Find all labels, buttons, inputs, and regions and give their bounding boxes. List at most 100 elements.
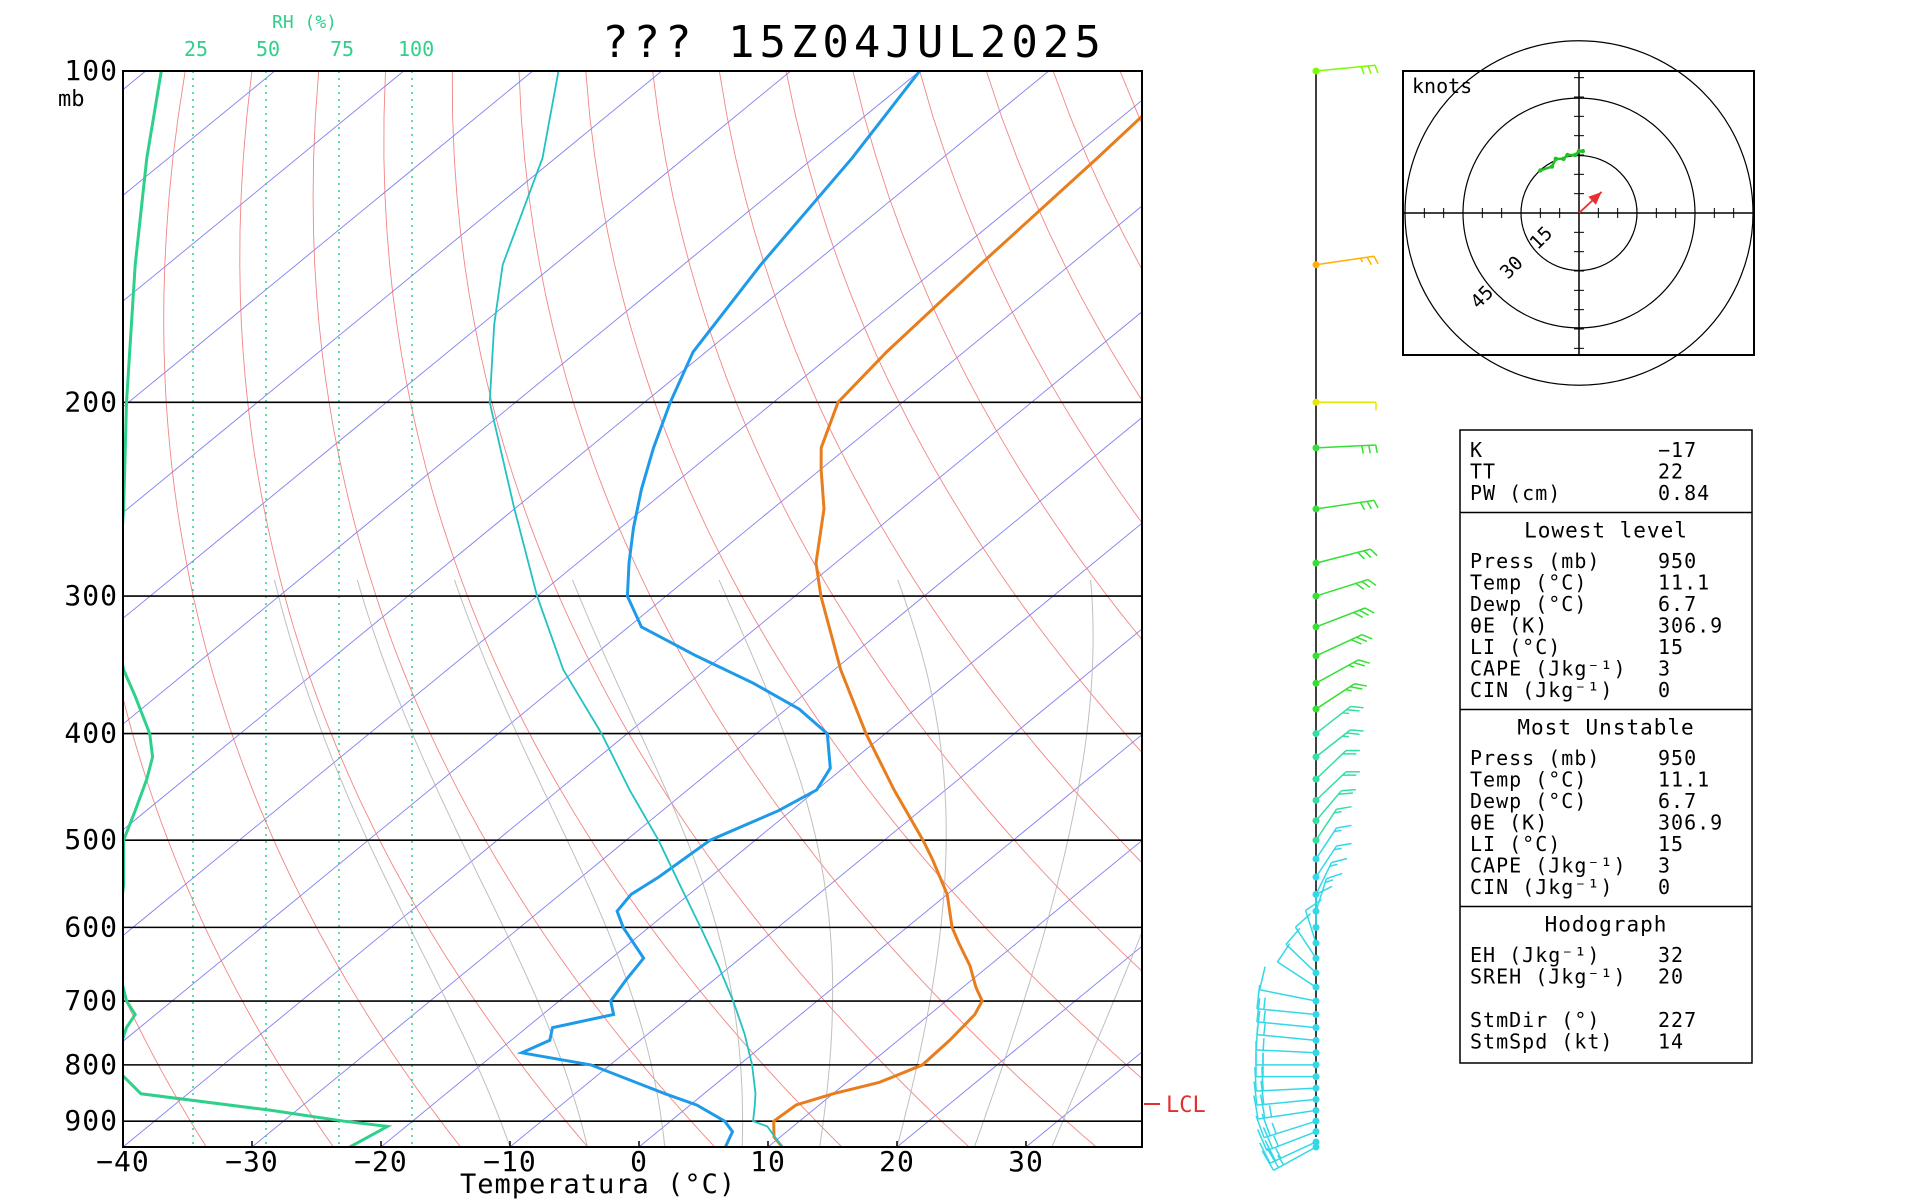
x-axis-title: Temperatura (°C) bbox=[460, 1169, 736, 1200]
barb-dot bbox=[1313, 1049, 1320, 1056]
dry-adiabat bbox=[164, 71, 461, 1147]
barb-dot bbox=[1313, 1118, 1320, 1125]
pressure-unit: mb bbox=[58, 87, 85, 112]
table-row-label: StmDir (°) bbox=[1470, 1008, 1600, 1032]
temperature-tick-label: −20 bbox=[354, 1145, 408, 1178]
barb-flag bbox=[1374, 500, 1378, 507]
barb-flag bbox=[1362, 446, 1363, 454]
barb-dot bbox=[1313, 399, 1320, 406]
barb-dot bbox=[1313, 706, 1320, 713]
table-row-label: TT bbox=[1470, 460, 1496, 484]
barb-shaft bbox=[1277, 962, 1316, 987]
pressure-tick-label: 500 bbox=[64, 823, 118, 856]
wind-barb bbox=[1313, 580, 1376, 600]
barb-flag bbox=[1367, 257, 1371, 264]
table-row-value: 306.9 bbox=[1658, 614, 1723, 638]
barb-dot bbox=[1313, 817, 1320, 824]
rh-tick-50: 50 bbox=[256, 37, 280, 61]
temperature-tick-label: 20 bbox=[879, 1145, 915, 1178]
barb-dot bbox=[1313, 753, 1320, 760]
table-row-label: StmSpd (kt) bbox=[1470, 1030, 1613, 1054]
barb-half-flag bbox=[1346, 690, 1352, 691]
wind-barb bbox=[1313, 684, 1367, 713]
isotherm bbox=[0, 71, 1178, 1147]
table-row-label: θE (K) bbox=[1470, 811, 1548, 835]
temperature-tick-label: −40 bbox=[96, 1145, 150, 1178]
barb-dot bbox=[1313, 730, 1320, 737]
table-section-header: Hodograph bbox=[1545, 913, 1668, 937]
barb-dot bbox=[1313, 1011, 1320, 1018]
table-row-label: EH (Jkg⁻¹) bbox=[1470, 943, 1600, 967]
wind-barb bbox=[1313, 660, 1370, 687]
table-row-value: 11.1 bbox=[1658, 571, 1710, 595]
barb-dot bbox=[1313, 1073, 1320, 1080]
barb-dot bbox=[1313, 924, 1320, 931]
barb-flag bbox=[1356, 583, 1364, 589]
pressure-tick-label: 100 bbox=[64, 54, 118, 87]
moist-adiabat bbox=[275, 580, 511, 1147]
barb-dot bbox=[1313, 623, 1320, 630]
table-row-value: 950 bbox=[1658, 549, 1697, 573]
table-section-header: Most Unstable bbox=[1517, 716, 1694, 740]
wind-barb bbox=[1256, 1053, 1320, 1081]
barb-dot bbox=[1313, 984, 1320, 991]
table-row-value: 227 bbox=[1658, 1008, 1697, 1032]
barb-dot bbox=[1313, 1061, 1320, 1068]
table-section-header: Lowest level bbox=[1524, 519, 1688, 543]
wind-barb bbox=[1313, 608, 1375, 630]
barb-shaft bbox=[1257, 1035, 1316, 1041]
barb-half-flag bbox=[1342, 736, 1349, 737]
barb-shaft bbox=[1256, 1088, 1316, 1091]
barb-flag bbox=[1367, 501, 1371, 508]
barb-flag bbox=[1338, 793, 1353, 794]
barb-half-flag bbox=[1269, 1105, 1271, 1117]
barb-dot bbox=[1313, 797, 1320, 804]
barb-shaft bbox=[1316, 660, 1358, 683]
pressure-tick-label: 300 bbox=[64, 579, 118, 612]
barb-flag bbox=[1376, 445, 1377, 453]
wind-barb bbox=[1286, 928, 1320, 976]
wind-barb bbox=[1262, 1144, 1319, 1171]
table-row-label: Dewp (°C) bbox=[1470, 592, 1587, 616]
table-row-value: 14 bbox=[1658, 1030, 1684, 1054]
wind-barb bbox=[1257, 985, 1320, 1018]
barb-flag bbox=[1358, 552, 1365, 559]
barb-dot bbox=[1313, 969, 1320, 976]
wind-barb bbox=[1256, 1041, 1320, 1069]
table-row-value: 15 bbox=[1658, 635, 1684, 659]
barb-shaft bbox=[1258, 1110, 1316, 1119]
barb-shaft bbox=[1316, 707, 1350, 734]
wind-barb bbox=[1313, 807, 1352, 844]
dry-adiabat bbox=[519, 71, 1096, 1147]
barb-dot bbox=[1313, 1037, 1320, 1044]
barb-flag bbox=[1355, 684, 1367, 686]
hodograph-title: knots bbox=[1412, 74, 1472, 98]
barb-shaft bbox=[1286, 944, 1316, 973]
barb-flag bbox=[1368, 66, 1371, 74]
barb-shaft bbox=[1316, 445, 1376, 448]
barb-dot bbox=[1313, 1085, 1320, 1092]
barb-dot bbox=[1313, 261, 1320, 268]
dewpoint-line bbox=[522, 71, 920, 1147]
barb-shaft bbox=[1316, 256, 1374, 265]
wind-barb bbox=[1277, 944, 1319, 991]
table-row-label: Dewp (°C) bbox=[1470, 789, 1587, 813]
table-row-value: 950 bbox=[1658, 746, 1697, 770]
barb-flag bbox=[1354, 612, 1363, 617]
table-row-label: Temp (°C) bbox=[1470, 768, 1587, 792]
barb-flag bbox=[1358, 660, 1369, 663]
barb-flag bbox=[1362, 582, 1370, 588]
wind-barb bbox=[1313, 500, 1379, 512]
barb-shaft bbox=[1316, 684, 1355, 709]
moist-adiabat bbox=[897, 580, 946, 1147]
barb-flag bbox=[1370, 549, 1377, 556]
dry-adiabat bbox=[240, 71, 588, 1147]
isotherm bbox=[0, 71, 1049, 1147]
isotherm bbox=[0, 71, 404, 1147]
barb-flag bbox=[1346, 733, 1359, 734]
barb-shaft bbox=[1256, 1050, 1316, 1053]
table-row-value: 20 bbox=[1658, 965, 1684, 989]
